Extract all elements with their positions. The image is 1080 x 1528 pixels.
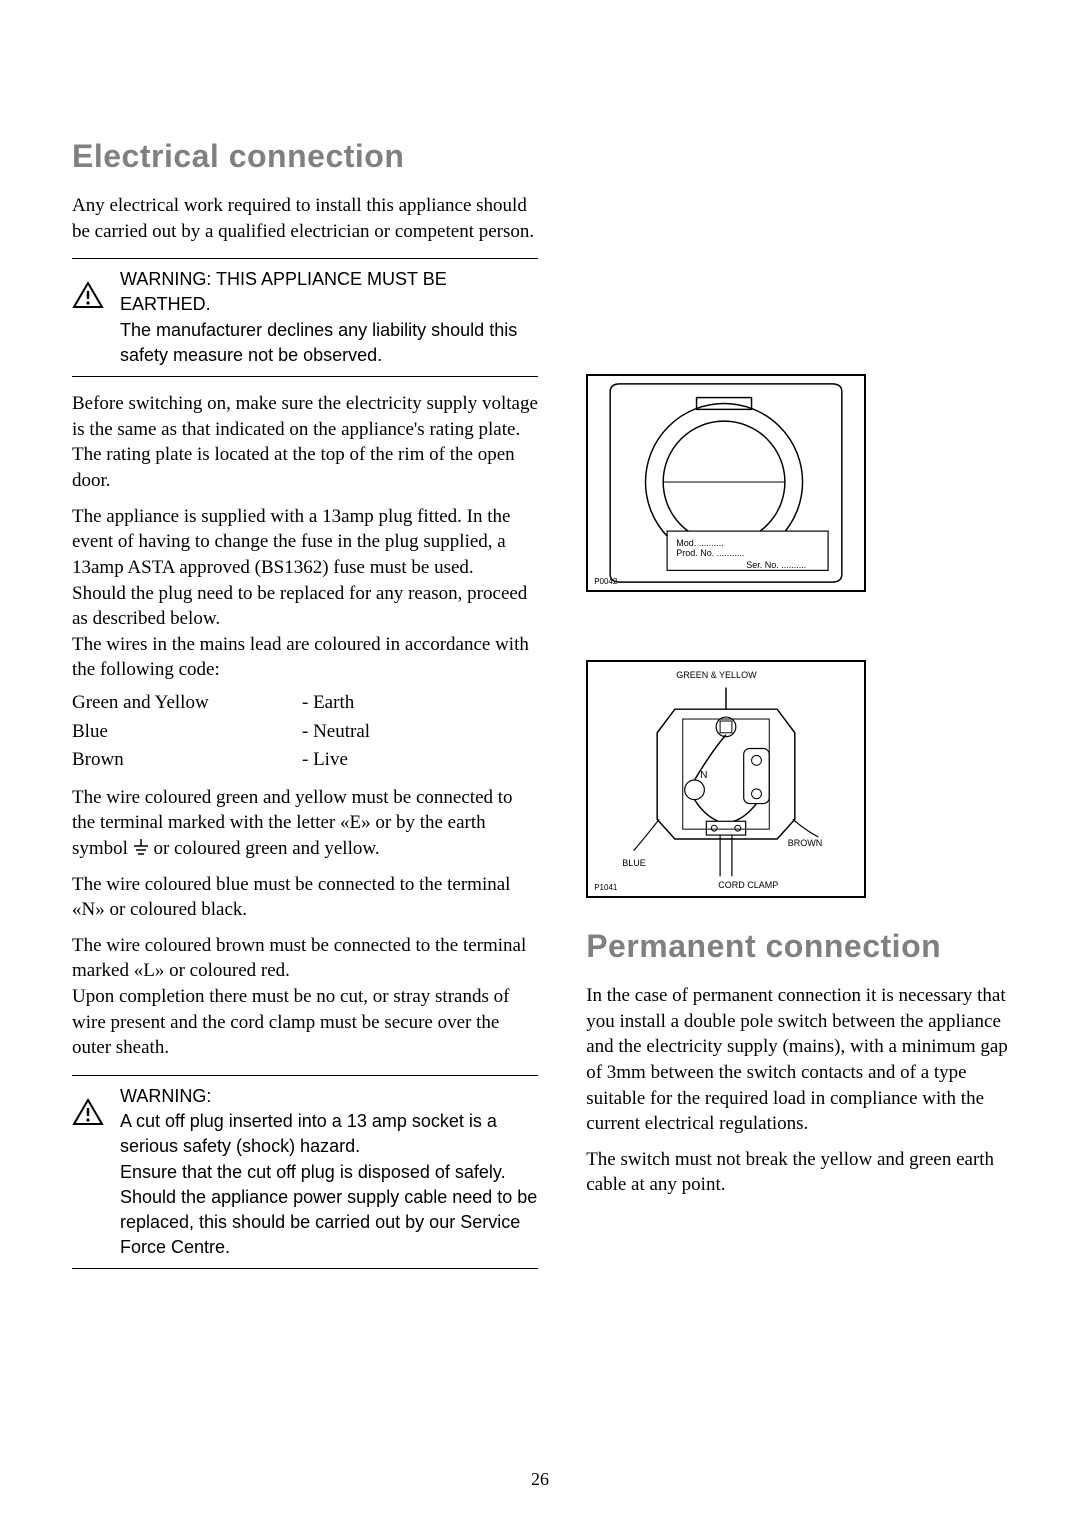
warning1-caps: WARNING: THIS APPLIANCE MUST BE EARTHED.	[120, 267, 538, 317]
wiring-code-text: The wires in the mains lead are coloured…	[72, 632, 538, 683]
diag-green-yellow: GREEN & YELLOW	[676, 670, 756, 680]
page-container: Electrical connection Any electrical wor…	[72, 138, 1008, 1283]
wire-color: Green and Yellow	[72, 689, 302, 718]
completion-text: Upon completion there must be no cut, or…	[72, 984, 538, 1061]
warning2-body1: A cut off plug inserted into a 13 amp so…	[120, 1109, 538, 1159]
intro-text: Any electrical work required to install …	[72, 193, 538, 244]
wire-row-earth: Green and Yellow - Earth	[72, 689, 538, 718]
wire-func: - Live	[302, 746, 348, 775]
plug-replace-text: Should the plug need to be replaced for …	[72, 581, 538, 632]
diag-n: N	[700, 770, 707, 781]
diag-mod: Mod. ..........	[676, 538, 724, 548]
earth-symbol-icon	[133, 839, 149, 857]
warning2-body3: Should the appliance power supply cable …	[120, 1185, 538, 1261]
warning-earthed: WARNING: THIS APPLIANCE MUST BE EARTHED.…	[72, 258, 538, 377]
wire-color: Blue	[72, 718, 302, 747]
diag-blue: BLUE	[622, 858, 646, 868]
machine-diagram: Mod. .......... Prod. No. ........... Se…	[586, 374, 866, 592]
wire-table: Green and Yellow - Earth Blue - Neutral …	[72, 689, 538, 775]
diag-prod: Prod. No. ...........	[676, 548, 744, 558]
page-number: 26	[531, 1469, 549, 1490]
warning1-body: The manufacturer declines any liability …	[120, 318, 538, 368]
electrical-heading: Electrical connection	[72, 138, 538, 175]
wire-func: - Earth	[302, 689, 354, 718]
diag-ser: Ser. No. ..........	[746, 560, 806, 570]
gy-text-b: or coloured green and yellow.	[153, 838, 379, 859]
rating-plate-text: Before switching on, make sure the elect…	[72, 391, 538, 494]
warning-icon	[72, 1098, 104, 1126]
warning-cutoff-plug: WARNING: A cut off plug inserted into a …	[72, 1075, 538, 1269]
warning2-body2: Ensure that the cut off plug is disposed…	[120, 1160, 538, 1185]
green-yellow-wire-text: The wire coloured green and yellow must …	[72, 785, 538, 862]
blue-wire-text: The wire coloured blue must be connected…	[72, 872, 538, 923]
left-column: Electrical connection Any electrical wor…	[72, 138, 538, 1283]
diag-brown: BROWN	[788, 838, 823, 848]
permanent-heading: Permanent connection	[586, 928, 1008, 965]
fuse-text: The appliance is supplied with a 13amp p…	[72, 504, 538, 581]
diag-code2: P1041	[594, 883, 617, 892]
right-column: Mod. .......... Prod. No. ........... Se…	[586, 138, 1008, 1283]
permanent-p2: The switch must not break the yellow and…	[586, 1147, 1008, 1198]
plug-diagram: GREEN & YELLOW N BROWN BLUE CORD CLAMP P…	[586, 660, 866, 898]
warning-icon	[72, 281, 104, 309]
wire-row-neutral: Blue - Neutral	[72, 718, 538, 747]
brown-wire-text: The wire coloured brown must be connecte…	[72, 933, 538, 984]
wire-func: - Neutral	[302, 718, 370, 747]
warning2-caps: WARNING:	[120, 1084, 538, 1109]
diag-code: P0042	[594, 577, 617, 586]
wire-color: Brown	[72, 746, 302, 775]
permanent-p1: In the case of permanent connection it i…	[586, 983, 1008, 1137]
diag-cord-clamp: CORD CLAMP	[718, 880, 778, 890]
wire-row-live: Brown - Live	[72, 746, 538, 775]
